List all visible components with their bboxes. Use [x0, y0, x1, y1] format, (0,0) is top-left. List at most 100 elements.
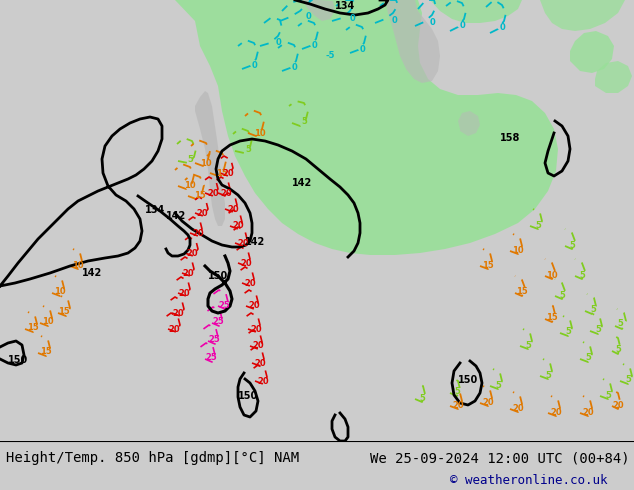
Text: 0: 0 [429, 19, 435, 27]
Text: 5: 5 [615, 345, 621, 354]
Text: 142: 142 [245, 237, 265, 247]
Polygon shape [385, 0, 440, 83]
Text: 5: 5 [301, 117, 307, 125]
Text: 142: 142 [292, 178, 312, 188]
Text: We 25-09-2024 12:00 UTC (00+84): We 25-09-2024 12:00 UTC (00+84) [370, 451, 630, 465]
Text: 10: 10 [54, 288, 66, 296]
Text: 20: 20 [168, 324, 180, 334]
Polygon shape [458, 111, 480, 136]
Text: 20: 20 [512, 403, 524, 413]
Text: 15: 15 [216, 169, 228, 177]
Text: 0: 0 [275, 39, 281, 48]
Text: 150: 150 [458, 375, 478, 385]
Text: 0: 0 [349, 15, 355, 24]
Polygon shape [430, 0, 522, 23]
Text: 20: 20 [240, 259, 252, 268]
Text: 0: 0 [251, 62, 257, 71]
Text: 20: 20 [612, 400, 624, 410]
Text: 20: 20 [172, 309, 184, 318]
Text: 0: 0 [499, 24, 505, 32]
Text: 10: 10 [42, 318, 54, 326]
Text: 20: 20 [220, 189, 232, 197]
Text: 20: 20 [232, 221, 244, 230]
Text: 5: 5 [454, 388, 460, 396]
Polygon shape [595, 61, 632, 93]
Text: 5: 5 [595, 325, 601, 335]
Text: 5: 5 [625, 375, 631, 385]
Text: -5: -5 [325, 51, 335, 60]
Text: 20: 20 [248, 301, 260, 311]
Text: 5: 5 [569, 241, 575, 249]
Text: 20: 20 [178, 289, 190, 297]
Text: 5: 5 [535, 220, 541, 229]
Text: 20: 20 [192, 228, 204, 238]
Text: 20: 20 [482, 397, 494, 407]
Text: 20: 20 [222, 169, 234, 177]
Text: 20: 20 [237, 239, 249, 247]
Text: Height/Temp. 850 hPa [gdmp][°C] NAM: Height/Temp. 850 hPa [gdmp][°C] NAM [6, 451, 299, 465]
Text: 10: 10 [72, 261, 84, 270]
Text: 142: 142 [82, 268, 102, 278]
Text: 5: 5 [245, 145, 251, 153]
Text: 20: 20 [250, 324, 262, 334]
Text: 158: 158 [500, 133, 520, 143]
Text: 20: 20 [196, 209, 208, 218]
Text: 134: 134 [335, 1, 355, 11]
Polygon shape [302, 0, 335, 21]
Text: 15: 15 [194, 192, 206, 200]
Text: 5: 5 [565, 327, 571, 337]
Text: 5: 5 [559, 291, 565, 299]
Text: © weatheronline.co.uk: © weatheronline.co.uk [450, 473, 607, 487]
Polygon shape [570, 31, 614, 73]
Text: 0: 0 [305, 13, 311, 22]
Text: 10: 10 [512, 245, 524, 254]
Text: 142: 142 [480, 0, 500, 2]
Text: 5: 5 [579, 270, 585, 279]
Text: 20: 20 [252, 342, 264, 350]
Text: 20: 20 [254, 359, 266, 368]
Text: 15: 15 [482, 261, 494, 270]
Text: 25: 25 [218, 300, 230, 310]
Text: 20: 20 [550, 408, 562, 416]
Text: 20: 20 [257, 376, 269, 386]
Text: 5: 5 [590, 305, 596, 315]
Text: 20: 20 [182, 269, 194, 277]
Text: 0: 0 [359, 46, 365, 54]
Text: 142: 142 [166, 211, 186, 221]
Text: 20: 20 [186, 248, 198, 258]
Text: 5: 5 [419, 393, 425, 402]
Polygon shape [540, 0, 625, 31]
Text: 150: 150 [238, 391, 258, 401]
Text: 25: 25 [205, 353, 217, 363]
Text: 10: 10 [254, 128, 266, 138]
Text: 20: 20 [227, 204, 239, 214]
Text: 5: 5 [495, 381, 501, 390]
Text: 25: 25 [212, 318, 224, 326]
Text: 15: 15 [40, 347, 52, 357]
Text: 20: 20 [582, 408, 594, 416]
Text: 0: 0 [311, 42, 317, 50]
Text: 10: 10 [200, 158, 212, 168]
Text: 0: 0 [291, 64, 297, 73]
Text: 10: 10 [546, 270, 558, 279]
Text: 5: 5 [605, 391, 611, 399]
Text: 134: 134 [145, 205, 165, 215]
Text: 5: 5 [187, 154, 193, 164]
Text: 15: 15 [546, 314, 558, 322]
Text: 0: 0 [459, 22, 465, 30]
Text: 0: 0 [391, 17, 397, 25]
Text: 5: 5 [585, 353, 591, 363]
Polygon shape [175, 0, 558, 255]
Polygon shape [195, 91, 225, 226]
Text: 150: 150 [208, 271, 228, 281]
Text: 5: 5 [617, 319, 623, 328]
Text: 20: 20 [207, 189, 219, 197]
Text: 20: 20 [244, 278, 256, 288]
Text: 5: 5 [545, 370, 551, 379]
Text: 10: 10 [184, 181, 196, 191]
Text: 15: 15 [27, 323, 39, 333]
Text: 15: 15 [516, 288, 528, 296]
Text: 5: 5 [525, 341, 531, 349]
Text: 150: 150 [8, 355, 28, 365]
Text: 20: 20 [452, 400, 464, 410]
